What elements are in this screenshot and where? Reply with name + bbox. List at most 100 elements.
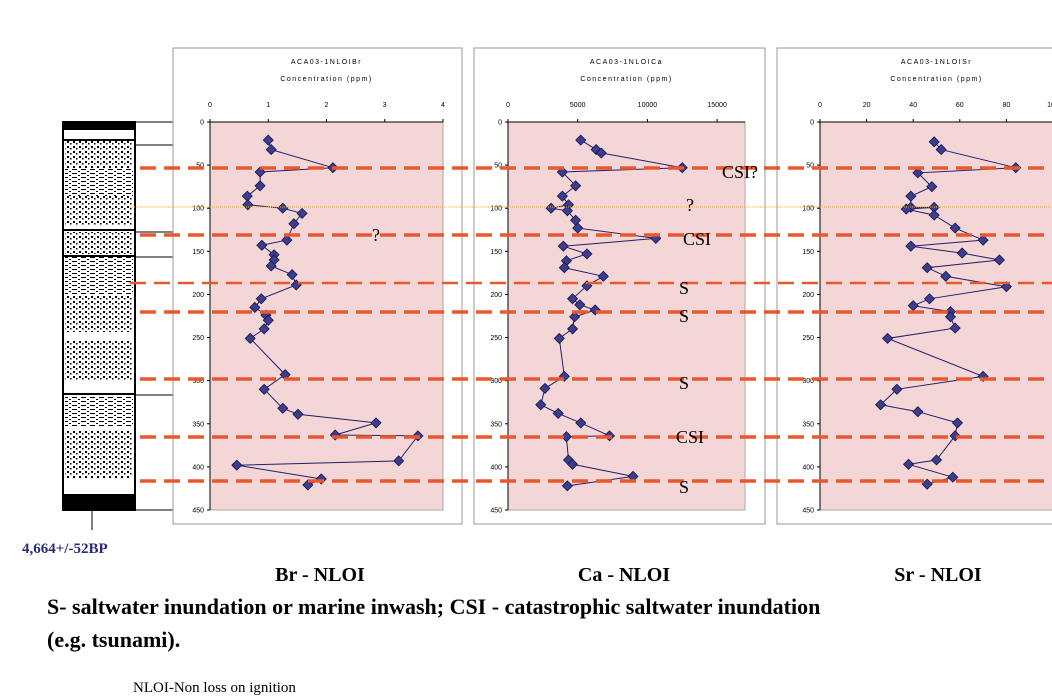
data-point	[928, 209, 940, 221]
data-point	[277, 402, 289, 414]
data-point	[552, 407, 564, 419]
data-point	[912, 167, 924, 179]
data-point	[244, 332, 256, 344]
data-point	[947, 471, 959, 483]
dating-label: 4,664+/-52BP	[22, 541, 108, 557]
y-tick-label: 300	[490, 378, 502, 385]
y-tick-label: 300	[802, 378, 814, 385]
footnote: NLOI-Non loss on ignition	[133, 680, 296, 696]
plot-area	[209, 121, 444, 511]
y-tick-label: 250	[192, 335, 204, 342]
data-point	[561, 205, 573, 217]
data-point	[875, 399, 887, 411]
y-tick-label: 200	[802, 292, 814, 299]
x-tick-label: 2	[325, 102, 329, 109]
y-tick-label: 300	[192, 378, 204, 385]
data-point	[977, 370, 989, 382]
y-tick-label: 400	[192, 464, 204, 471]
data-point	[556, 190, 568, 202]
y-tick-label: 250	[802, 335, 814, 342]
chart-title: ACA03-1NLOIBr	[291, 59, 362, 66]
x-tick-label: 0	[208, 102, 212, 109]
data-point	[265, 260, 277, 272]
data-point	[930, 454, 943, 466]
data-point	[242, 199, 254, 211]
data-point	[977, 234, 989, 246]
x-axis-label: Concentration (ppm)	[580, 76, 672, 83]
data-point	[912, 406, 924, 418]
data-point	[944, 311, 957, 323]
chart-caption: Br - NLOI	[275, 564, 365, 586]
annotation: S	[679, 477, 689, 497]
data-point	[560, 431, 572, 443]
y-tick-label: 450	[490, 508, 502, 515]
legend-line: (e.g. tsunami).	[47, 627, 180, 652]
data-point	[249, 301, 261, 313]
data-point	[566, 323, 579, 335]
legend-line: S- saltwater inundation or marine inwash…	[47, 594, 820, 619]
data-point	[262, 134, 274, 146]
data-point	[262, 314, 274, 326]
y-tick-label: 250	[490, 335, 502, 342]
data-point	[292, 408, 304, 420]
chart-title: ACA03-1NLOISr	[901, 59, 972, 66]
y-tick-label: 150	[192, 249, 204, 256]
data-point	[566, 293, 579, 305]
x-tick-label: 20	[863, 102, 871, 109]
data-point	[296, 207, 308, 219]
data-point	[575, 134, 587, 146]
data-point	[949, 222, 961, 234]
data-point	[288, 218, 300, 230]
data-point	[956, 247, 968, 259]
x-tick-label: 40	[909, 102, 917, 109]
data-point	[581, 248, 593, 260]
y-tick-label: 400	[802, 464, 814, 471]
x-tick-label: 100	[1047, 102, 1052, 109]
y-tick-label: 350	[192, 421, 204, 428]
data-point	[902, 458, 915, 470]
y-tick-label: 0	[810, 120, 814, 127]
data-point	[286, 269, 298, 281]
data-point	[597, 270, 609, 282]
data-point	[558, 262, 570, 274]
data-point	[949, 322, 961, 334]
y-tick-label: 450	[802, 508, 814, 515]
data-point	[258, 323, 270, 335]
y-tick-label: 150	[802, 249, 814, 256]
data-point	[558, 370, 570, 382]
x-tick-label: 0	[818, 102, 822, 109]
data-point	[940, 270, 952, 282]
chart-caption: Sr - NLOI	[894, 564, 982, 586]
x-axis-label: Concentration (ppm)	[280, 76, 372, 83]
x-tick-label: 4	[441, 102, 445, 109]
x-tick-label: 0	[506, 102, 510, 109]
data-point	[535, 399, 547, 411]
x-tick-label: 60	[956, 102, 964, 109]
data-point	[370, 417, 382, 429]
data-point	[231, 459, 243, 471]
plot-area	[507, 121, 746, 511]
annotation: CSI	[683, 229, 711, 249]
y-tick-label: 0	[200, 120, 204, 127]
y-tick-label: 50	[196, 163, 204, 170]
data-point	[891, 383, 903, 395]
annotation: CSI	[676, 427, 704, 447]
data-point	[923, 293, 936, 305]
annotation: S	[679, 373, 689, 393]
data-point	[539, 382, 551, 394]
data-point	[256, 239, 268, 251]
y-tick-label: 450	[192, 508, 204, 515]
data-point	[574, 299, 586, 311]
annotation: ?	[686, 195, 694, 215]
y-tick-label: 50	[494, 163, 502, 170]
data-point	[255, 293, 267, 305]
data-point	[572, 222, 584, 234]
data-point	[949, 430, 961, 442]
data-point	[993, 254, 1005, 266]
plot-area	[819, 121, 1052, 511]
x-tick-label: 5000	[570, 102, 586, 109]
y-tick-label: 350	[802, 421, 814, 428]
data-point	[265, 144, 277, 156]
